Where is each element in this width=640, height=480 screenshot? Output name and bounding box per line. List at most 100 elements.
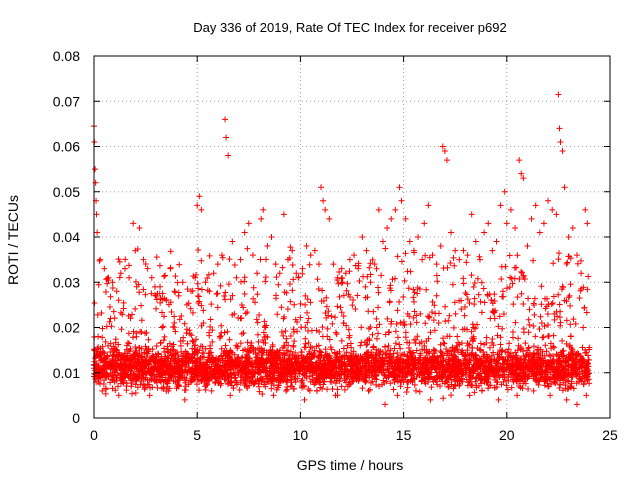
data-point — [440, 340, 447, 347]
data-point-roti — [452, 378, 459, 385]
data-point — [316, 328, 323, 335]
data-point — [402, 250, 409, 257]
data-point — [257, 357, 264, 364]
data-point — [244, 375, 251, 382]
data-point — [206, 252, 213, 259]
data-point — [570, 385, 577, 392]
data-point — [194, 280, 201, 287]
data-point — [125, 262, 132, 269]
data-point — [275, 281, 282, 288]
data-point — [226, 336, 233, 343]
data-point-roti — [241, 229, 248, 236]
data-point — [510, 301, 517, 308]
data-point-roti — [136, 224, 143, 231]
data-point — [322, 346, 329, 353]
data-point — [431, 302, 438, 309]
data-point — [414, 333, 421, 340]
data-point — [479, 360, 486, 367]
data-point — [282, 372, 289, 379]
data-point-roti — [295, 274, 302, 281]
data-point — [204, 381, 211, 388]
x-tick-label: 0 — [90, 427, 98, 443]
data-point — [583, 360, 590, 367]
data-point — [114, 383, 121, 390]
data-point-roti — [171, 288, 178, 295]
data-point — [499, 293, 506, 300]
data-point — [471, 280, 478, 287]
data-point — [563, 260, 570, 267]
data-point — [361, 351, 368, 358]
data-point — [324, 325, 331, 332]
data-point — [409, 370, 416, 377]
data-point-roti — [580, 324, 587, 331]
data-point — [493, 379, 500, 386]
data-point — [145, 345, 152, 352]
data-point — [295, 352, 302, 359]
data-point-roti — [514, 392, 521, 399]
data-point — [442, 303, 449, 310]
data-point-roti — [569, 224, 576, 231]
data-point — [455, 368, 462, 375]
data-point — [467, 376, 474, 383]
data-point — [468, 272, 475, 279]
data-points — [91, 91, 593, 408]
data-point — [262, 278, 269, 285]
data-point-roti — [208, 387, 215, 394]
data-point — [198, 286, 205, 293]
data-point — [125, 348, 132, 355]
data-point — [560, 379, 567, 386]
data-point-roti — [578, 270, 585, 277]
data-point — [287, 376, 294, 383]
data-point — [248, 373, 255, 380]
data-point — [580, 358, 587, 365]
data-point — [366, 374, 373, 381]
data-point — [355, 260, 362, 267]
data-point — [283, 347, 290, 354]
data-point — [473, 374, 480, 381]
data-point — [448, 392, 455, 399]
data-point — [551, 374, 558, 381]
data-point — [333, 354, 340, 361]
data-point — [451, 299, 458, 306]
data-point — [159, 290, 166, 297]
data-point — [497, 341, 504, 348]
data-point-roti — [177, 338, 184, 345]
data-point-roti — [526, 306, 533, 313]
data-point — [537, 346, 544, 353]
data-point — [227, 366, 234, 373]
data-point — [321, 374, 328, 381]
data-point — [520, 373, 527, 380]
data-point — [160, 384, 167, 391]
data-point — [477, 347, 484, 354]
data-point — [551, 344, 558, 351]
data-point-roti — [390, 374, 397, 381]
data-point-roti — [507, 206, 514, 213]
data-point-roti — [406, 238, 413, 245]
data-point-roti — [373, 324, 380, 331]
data-point-roti — [237, 256, 244, 263]
data-point — [375, 330, 382, 337]
y-tick-label: 0.02 — [53, 320, 80, 336]
data-point — [241, 290, 248, 297]
data-point-roti — [235, 369, 242, 376]
data-point — [367, 260, 374, 267]
data-point — [535, 381, 542, 388]
data-point — [116, 274, 123, 281]
data-point-roti — [534, 369, 541, 376]
data-point — [375, 289, 382, 296]
data-point-roti — [126, 274, 133, 281]
data-point — [378, 272, 385, 279]
data-point — [483, 358, 490, 365]
data-point — [471, 389, 478, 396]
data-point-roti — [512, 224, 519, 231]
data-point-roti — [313, 387, 320, 394]
data-point — [192, 348, 199, 355]
data-point — [247, 378, 254, 385]
data-point — [118, 326, 125, 333]
data-point — [563, 298, 570, 305]
data-point — [557, 322, 564, 329]
data-point — [333, 369, 340, 376]
data-point — [104, 373, 111, 380]
data-point — [500, 310, 507, 317]
data-point — [290, 328, 297, 335]
